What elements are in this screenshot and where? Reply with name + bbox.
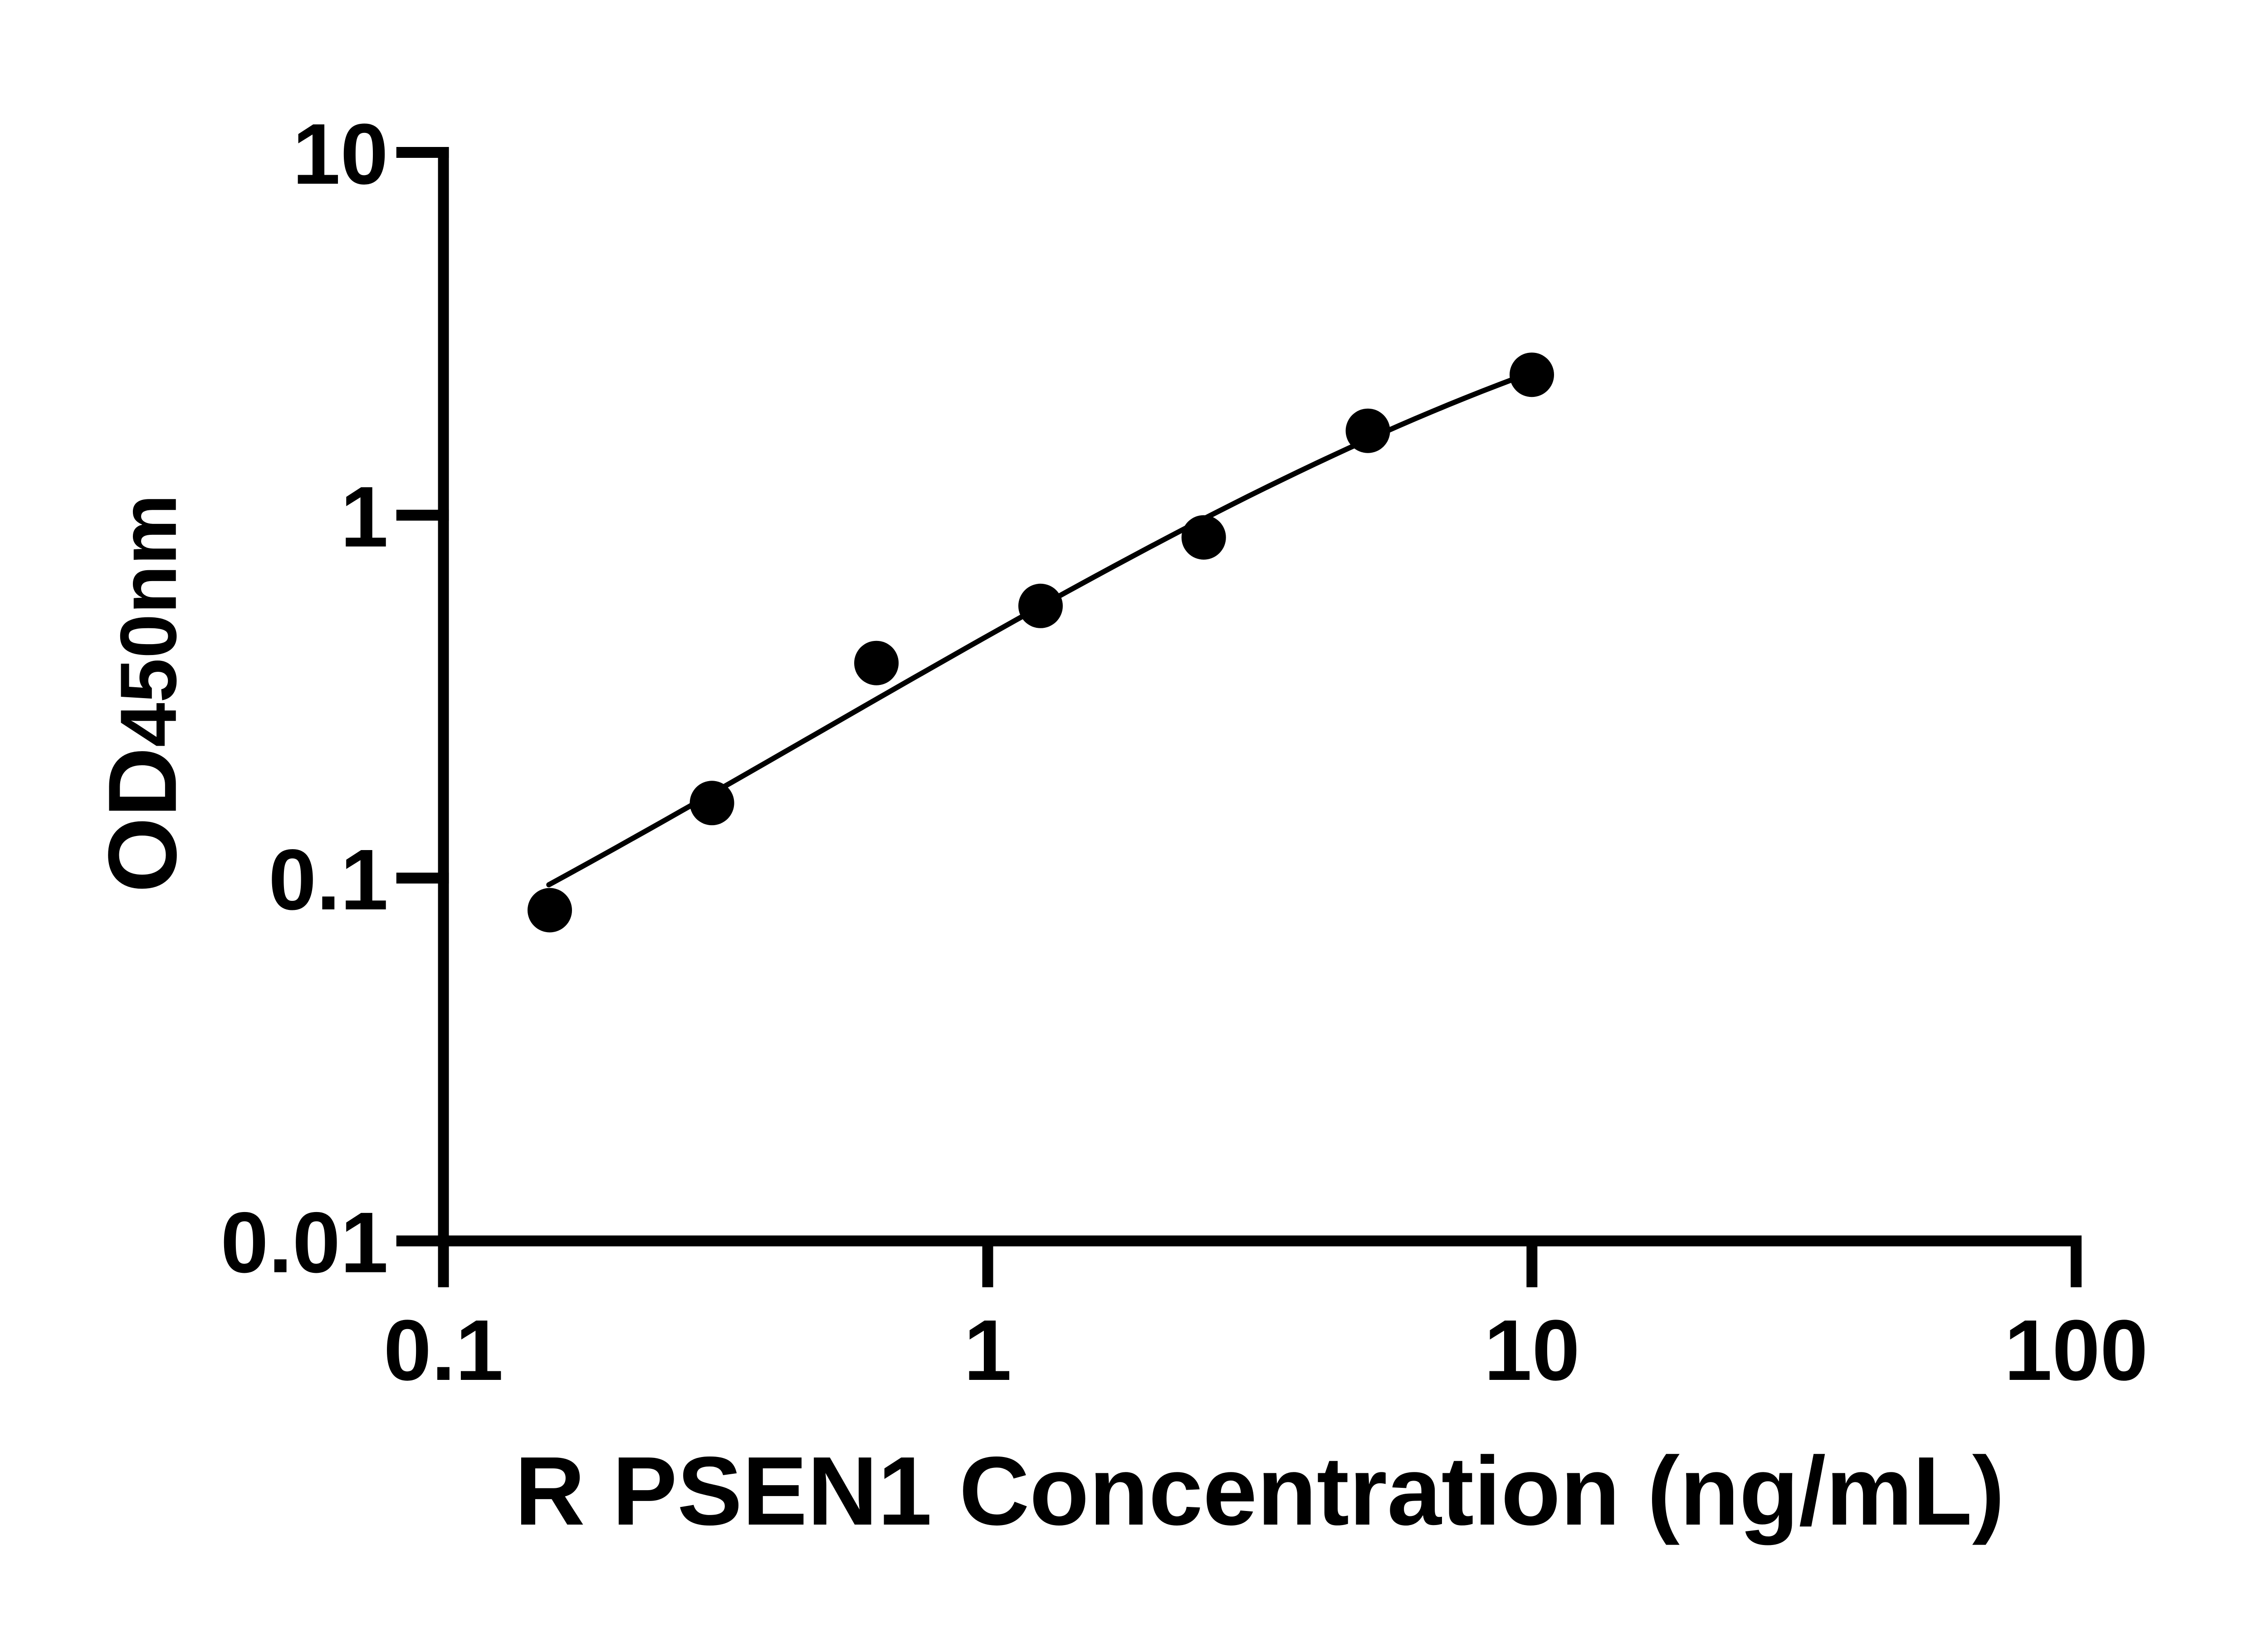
- svg-text:0.1: 0.1: [269, 832, 388, 928]
- svg-text:10: 10: [1484, 1302, 1580, 1398]
- svg-text:1: 1: [340, 469, 388, 565]
- svg-text:1: 1: [964, 1302, 1012, 1398]
- svg-text:0.01: 0.01: [220, 1195, 388, 1291]
- svg-text:OD450nm: OD450nm: [88, 494, 197, 893]
- svg-text:10: 10: [293, 106, 388, 202]
- svg-text:R PSEN1 Concentration (ng/mL): R PSEN1 Concentration (ng/mL): [515, 1436, 2005, 1545]
- svg-text:100: 100: [2004, 1302, 2148, 1398]
- svg-text:0.1: 0.1: [384, 1302, 503, 1398]
